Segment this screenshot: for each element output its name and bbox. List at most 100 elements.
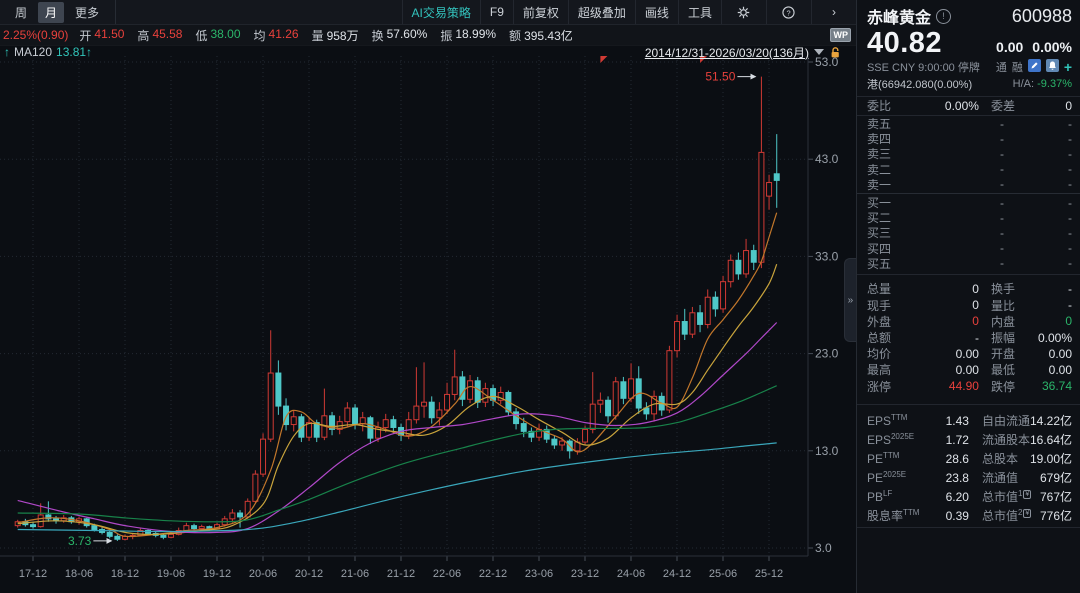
toolbar-buttons: AI交易策略 F9 前复权 超级叠加 画线 工具? ›	[401, 0, 856, 24]
tab-period-1[interactable]: 月	[38, 1, 65, 23]
stats-row-3: 总额 - 振幅 0.00%	[857, 329, 1080, 346]
bid-row-1[interactable]: 买二 - -	[857, 210, 1080, 226]
book-label: 买三	[866, 226, 891, 241]
fundamental-label: EPS2025E	[866, 432, 915, 448]
y-tick-label: 43.0	[815, 152, 839, 166]
grid-lines	[0, 56, 808, 556]
ask-row-2[interactable]: 卖三 - -	[857, 146, 1080, 162]
book-volume: -	[1068, 195, 1072, 210]
edit-icon[interactable]	[1027, 59, 1041, 75]
ma-line-MA120	[17, 442, 777, 533]
change-percent: 2.25%(0.90)	[3, 28, 69, 42]
hk-quote: 港(66942.080(0.00%)	[866, 79, 973, 91]
stat-value: 0	[972, 281, 979, 296]
ask-row-0[interactable]: 卖五 - -	[857, 116, 1080, 132]
price-chart-svg[interactable]: 17-12 18-06 18-12 19-06 19-12 20-06 20-12 21-06…	[0, 44, 862, 593]
stat-value: 958万	[326, 28, 359, 43]
ask-row-1[interactable]: 卖四 - -	[857, 131, 1080, 147]
fundamental-label: EPSTTM	[866, 413, 908, 429]
book-volume: -	[1068, 162, 1072, 177]
date-range-control[interactable]: 2014/12/31-2026/03/20(136月)	[645, 44, 842, 61]
toolbar-button-2[interactable]: 前复权	[512, 0, 568, 24]
stat-label: 跌停	[990, 379, 1015, 394]
gear-icon[interactable]	[720, 0, 766, 24]
stat-label: 均	[253, 28, 266, 43]
bid-row-2[interactable]: 买三 - -	[857, 225, 1080, 241]
fundamental-label: 流通股本	[981, 433, 1030, 448]
book-price: -	[1000, 162, 1004, 177]
fundamental-label: 总市值2 ¥	[981, 508, 1032, 524]
weibi-value: 0.00%	[944, 98, 979, 113]
stat-label: 均价	[866, 347, 891, 362]
wp-badge[interactable]: WP	[830, 28, 851, 42]
toolbar-button-0[interactable]: AI交易策略	[401, 0, 480, 24]
help-icon[interactable]: ?	[765, 0, 811, 24]
weicha-label: 委差	[990, 99, 1015, 113]
x-tick-label: 22-12	[479, 568, 507, 580]
fundamental-label: PETTM	[866, 451, 900, 467]
stat-value: 0.00	[1048, 346, 1072, 361]
toolbar-button-4[interactable]: 画线	[634, 0, 678, 24]
badge-通: 通	[995, 62, 1007, 74]
yen-icon: ¥	[1023, 509, 1032, 519]
bid-row-0[interactable]: 买一 - -	[857, 195, 1080, 211]
stat-量: 量 958万	[312, 27, 359, 44]
unlock-icon[interactable]	[829, 46, 842, 59]
ask-row-4[interactable]: 卖一 - -	[857, 177, 1080, 192]
last-price: 40.82	[866, 27, 943, 59]
x-tick-label: 21-12	[387, 568, 415, 580]
info-icon[interactable]: !	[935, 8, 951, 24]
book-label: 买一	[866, 196, 891, 211]
fundamental-value: 19.00亿	[1029, 452, 1072, 467]
bid-row-4[interactable]: 买五 - -	[857, 256, 1080, 271]
bell-icon[interactable]	[1045, 59, 1059, 75]
stat-value: 36.74	[1041, 379, 1072, 394]
ha-premium: -9.37%	[1037, 78, 1072, 90]
stat-value: -	[1068, 298, 1072, 313]
ma-name: MA120	[14, 45, 53, 59]
x-tick-label: 20-06	[249, 568, 277, 580]
event-flag-icon	[600, 56, 608, 63]
tab-period-0[interactable]: 周	[15, 5, 28, 20]
x-tick-label: 25-06	[709, 568, 737, 580]
stat-label: 最高	[866, 363, 891, 378]
book-volume: -	[1068, 146, 1072, 161]
stat-振: 振 18.99%	[440, 27, 496, 44]
ma-line-MA-mid	[17, 263, 778, 536]
ma-line-MA30	[17, 322, 778, 534]
price-change-percent: 0.00%	[1032, 39, 1072, 55]
ask-row-3[interactable]: 卖二 - -	[857, 162, 1080, 177]
stat-label: 高	[137, 28, 150, 43]
ma-lines	[17, 212, 778, 538]
stat-label: 涨停	[866, 379, 891, 394]
toolbar-button-5[interactable]: 工具	[677, 0, 721, 24]
fundamental-label: 流通值	[981, 471, 1018, 486]
fundamental-label: 总股本	[981, 452, 1018, 467]
toolbar-button-3[interactable]: 超级叠加	[567, 0, 635, 24]
stat-value: 0.00	[955, 346, 979, 361]
date-range-text[interactable]: 2014/12/31-2026/03/20(136月)	[644, 45, 809, 60]
chart-header: ↑ MA120 13.81↑ 2014/12/31-2026/03/20(136…	[0, 44, 856, 60]
collapse-panel-handle[interactable]: »	[843, 258, 856, 342]
weibi-label: 委比	[866, 99, 891, 113]
book-label: 卖三	[866, 147, 891, 162]
bid-row-3[interactable]: 买四 - -	[857, 241, 1080, 256]
book-label: 卖五	[866, 117, 891, 132]
stats-row-5: 最高 0.00 最低 0.00	[857, 362, 1080, 378]
ma-indicator-label[interactable]: ↑ MA120 13.81↑	[4, 45, 92, 59]
chart-area[interactable]: 17-12 18-06 18-12 19-06 19-12 20-06 20-12 21-06…	[0, 44, 856, 593]
chevron-down-icon[interactable]	[813, 49, 824, 55]
tab-period-2[interactable]: 更多	[75, 5, 100, 20]
chevron-right-icon[interactable]: ›	[810, 0, 856, 24]
fundamental-label: 股息率TTM	[866, 508, 920, 524]
stat-value: 0	[972, 298, 979, 313]
stat-value: 0	[972, 314, 979, 329]
y-tick-label: 53.0	[815, 55, 839, 69]
stat-value: 57.60%	[386, 26, 428, 41]
add-icon[interactable]: +	[1063, 59, 1072, 75]
fundamental-row-0: EPSTTM 1.43 自由流通 14.22亿	[857, 411, 1080, 430]
toolbar-button-1[interactable]: F9	[479, 0, 513, 24]
toolbar: 周月更多 AI交易策略 F9 前复权 超级叠加 画线 工具? ›	[0, 0, 856, 25]
stat-value: 41.26	[268, 26, 299, 41]
